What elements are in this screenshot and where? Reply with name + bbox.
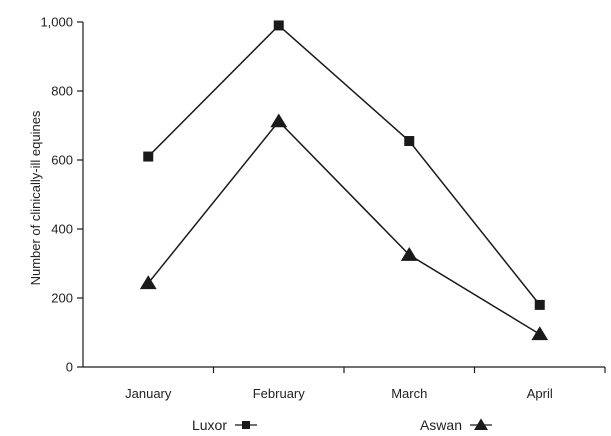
data-point-luxor — [534, 299, 545, 310]
x-tick-label: February — [253, 386, 306, 401]
series-aswan — [139, 113, 549, 341]
legend-item-luxor: Luxor — [192, 417, 257, 433]
series-line-luxor — [147, 24, 541, 306]
series-line-aswan — [147, 120, 541, 335]
legend-marker — [474, 418, 488, 430]
data-point-aswan — [270, 113, 288, 128]
y-axis-label: Number of clinically-ill equines — [28, 110, 43, 285]
legend-label: Luxor — [192, 417, 227, 433]
data-point-luxor — [143, 151, 154, 162]
y-tick-label: 1,000 — [40, 15, 73, 30]
legend-label: Aswan — [420, 417, 462, 433]
data-point-luxor — [404, 136, 415, 147]
y-tick-label: 0 — [66, 360, 73, 375]
y-tick-label: 800 — [51, 84, 73, 99]
y-axis-ticks: 0 200 400 600 800 1,000 — [40, 15, 83, 375]
y-tick-label: 600 — [51, 153, 73, 168]
x-tick-label: April — [527, 386, 553, 401]
x-axis-ticks: January February March April — [125, 367, 606, 401]
x-tick-label: March — [391, 386, 427, 401]
series-layer — [139, 20, 549, 341]
y-tick-label: 400 — [51, 222, 73, 237]
legend-marker — [242, 421, 250, 429]
axes — [82, 22, 605, 368]
data-point-aswan — [400, 246, 418, 261]
x-tick-label: January — [125, 386, 172, 401]
legend: Luxor Aswan — [192, 417, 492, 433]
data-point-aswan — [531, 326, 549, 341]
legend-item-aswan: Aswan — [420, 417, 492, 433]
data-point-aswan — [139, 275, 157, 290]
series-luxor — [143, 20, 545, 310]
y-tick-label: 200 — [51, 291, 73, 306]
data-point-luxor — [273, 20, 284, 31]
